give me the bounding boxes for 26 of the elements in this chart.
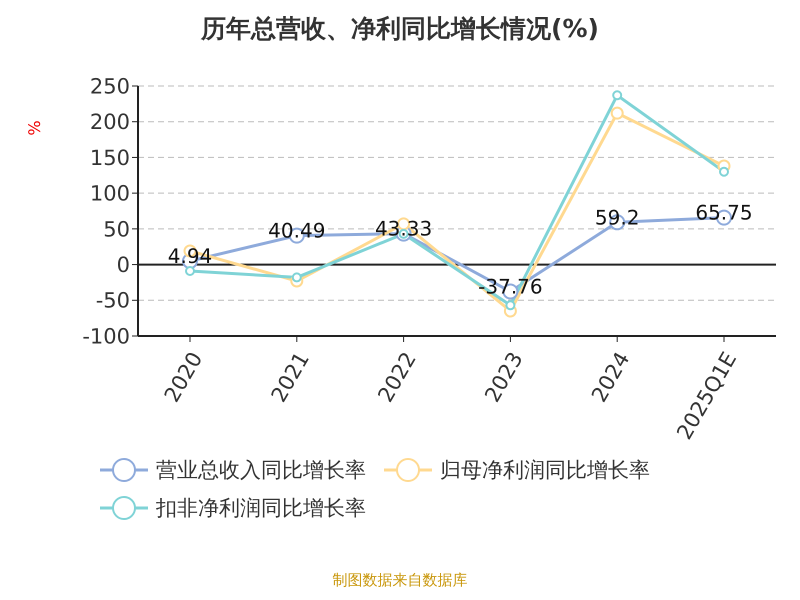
- data-label: 43.33: [374, 216, 432, 241]
- y-tick-label: 100: [90, 182, 130, 206]
- legend-label: 营业总收入同比增长率: [156, 457, 366, 484]
- y-tick-label: 150: [90, 146, 130, 170]
- y-tick-label: 0: [116, 253, 130, 278]
- y-axis-title: %: [25, 120, 44, 136]
- point: [719, 166, 729, 177]
- legend-label: 归母净利润同比增长率: [440, 457, 650, 484]
- chart-title: 历年总营收、净利同比增长情况(%): [200, 13, 600, 45]
- y-tick-label: 200: [90, 110, 130, 134]
- data-label: 65.75: [695, 200, 753, 225]
- data-label: 59.2: [594, 205, 640, 230]
- data-label: 4.94: [168, 244, 212, 268]
- y-tick-label: -50: [96, 288, 130, 313]
- y-tick-label: -100: [82, 324, 130, 348]
- point: [612, 90, 622, 100]
- y-tick-label: 50: [103, 217, 130, 242]
- point: [185, 266, 195, 276]
- point: [505, 300, 516, 310]
- point: [610, 106, 624, 120]
- y-tick-label: 250: [90, 74, 130, 98]
- point: [292, 272, 302, 282]
- data-label: -37.76: [478, 274, 543, 299]
- text: 制图数据来自数据库: [332, 571, 468, 590]
- legend-label: 扣非净利润同比增长率: [156, 495, 366, 522]
- data-label: 40.49: [268, 218, 326, 243]
